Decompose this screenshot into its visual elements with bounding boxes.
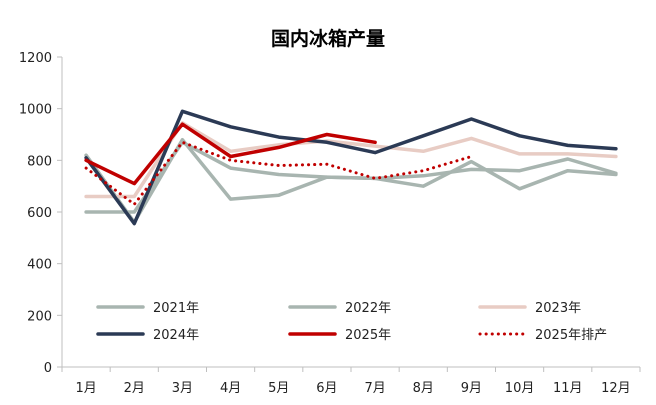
series-line-5 bbox=[84, 140, 473, 206]
x-tick-label: 5月 bbox=[268, 381, 289, 396]
legend-label-2: 2023年 bbox=[535, 301, 581, 316]
legend-label-5: 2025年排产 bbox=[535, 328, 607, 343]
x-tick-label: 6月 bbox=[316, 381, 337, 396]
y-tick-label: 800 bbox=[27, 154, 52, 169]
series-line-1 bbox=[84, 140, 618, 214]
chart-legend: 2021年 2022年 2023年 2024年 2025年 2025年排产 bbox=[96, 301, 607, 343]
x-tick-label: 11月 bbox=[553, 381, 583, 396]
series-lines bbox=[84, 109, 618, 226]
y-tick-label: 600 bbox=[27, 206, 52, 221]
legend-label-0: 2021年 bbox=[153, 301, 199, 316]
y-tick-label: 400 bbox=[27, 258, 52, 273]
legend-label-1: 2022年 bbox=[345, 301, 391, 316]
y-tick-label: 1200 bbox=[19, 51, 52, 66]
x-tick-label: 4月 bbox=[220, 381, 241, 396]
x-tick-label: 7月 bbox=[364, 381, 385, 396]
series-line-4 bbox=[84, 122, 377, 186]
x-tick-label: 9月 bbox=[461, 381, 482, 396]
chart-axes: 0 200 400 600 800 1000 1200 1月 2月 3月 4月 5月 6月 7月 8月 9月 1… bbox=[19, 51, 641, 396]
chart-title: 国内冰箱产量 bbox=[271, 27, 385, 50]
legend-label-4: 2025年 bbox=[345, 328, 391, 343]
y-tick-label: 1000 bbox=[19, 103, 52, 118]
x-tick-label: 8月 bbox=[413, 381, 434, 396]
x-tick-label: 1月 bbox=[75, 381, 96, 396]
x-tick-label: 2月 bbox=[124, 381, 145, 396]
x-tick-label: 3月 bbox=[172, 381, 193, 396]
y-tick-label: 0 bbox=[44, 361, 52, 376]
x-tick-label: 10月 bbox=[505, 381, 535, 396]
series-line-2 bbox=[84, 121, 618, 199]
x-tick-label: 12月 bbox=[601, 381, 631, 396]
y-tick-label: 200 bbox=[27, 309, 52, 324]
series-line-3 bbox=[84, 109, 618, 226]
legend-label-3: 2024年 bbox=[153, 328, 199, 343]
